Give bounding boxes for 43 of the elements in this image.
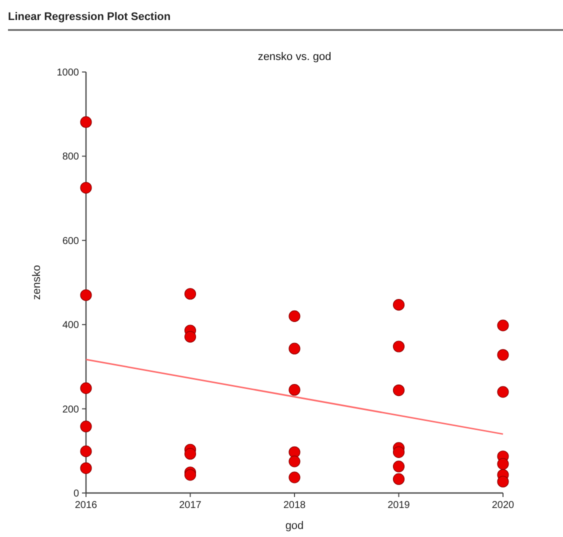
point — [184, 331, 196, 343]
point — [392, 446, 405, 458]
point — [497, 458, 509, 470]
x-tick-label: 2019 — [388, 500, 410, 511]
point — [392, 340, 405, 352]
point — [184, 469, 196, 481]
y-tick-label: 0 — [73, 488, 80, 500]
point — [288, 456, 300, 468]
point — [184, 448, 196, 460]
point — [288, 446, 300, 458]
point — [80, 462, 92, 474]
point — [80, 420, 92, 432]
point — [80, 289, 92, 301]
point — [392, 384, 405, 396]
point — [288, 342, 300, 354]
point — [80, 382, 92, 394]
point — [497, 320, 509, 332]
point — [288, 472, 300, 484]
x-tick-label: 2017 — [179, 500, 202, 511]
point — [392, 473, 405, 485]
point — [184, 288, 196, 300]
point — [497, 386, 509, 398]
point — [80, 446, 92, 458]
chart-subtitle: zensko vs. god — [258, 51, 332, 63]
point — [392, 460, 405, 472]
point — [80, 116, 92, 128]
point — [497, 476, 509, 488]
point — [392, 299, 405, 311]
chart-title: Linear Regression Plot Section — [8, 11, 171, 23]
y-tick-label: 1000 — [56, 68, 80, 78]
x-axis-title: god — [285, 520, 304, 532]
y-axis-title: zensko — [31, 265, 43, 300]
point — [497, 349, 509, 361]
x-tick-label: 2016 — [74, 500, 98, 511]
point — [288, 310, 300, 322]
y-tick-label: 400 — [62, 320, 80, 332]
x-tick-label: 2018 — [283, 500, 306, 511]
point — [80, 182, 92, 194]
y-tick-label: 200 — [62, 404, 80, 416]
y-tick-label: 600 — [62, 236, 80, 247]
y-tick-label: 800 — [62, 152, 80, 163]
x-tick-label: 2020 — [492, 500, 515, 511]
point — [288, 384, 300, 396]
